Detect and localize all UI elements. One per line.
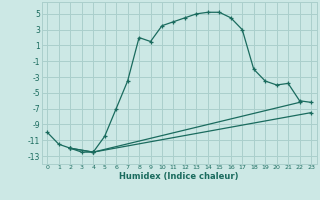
X-axis label: Humidex (Indice chaleur): Humidex (Indice chaleur) bbox=[119, 172, 239, 181]
